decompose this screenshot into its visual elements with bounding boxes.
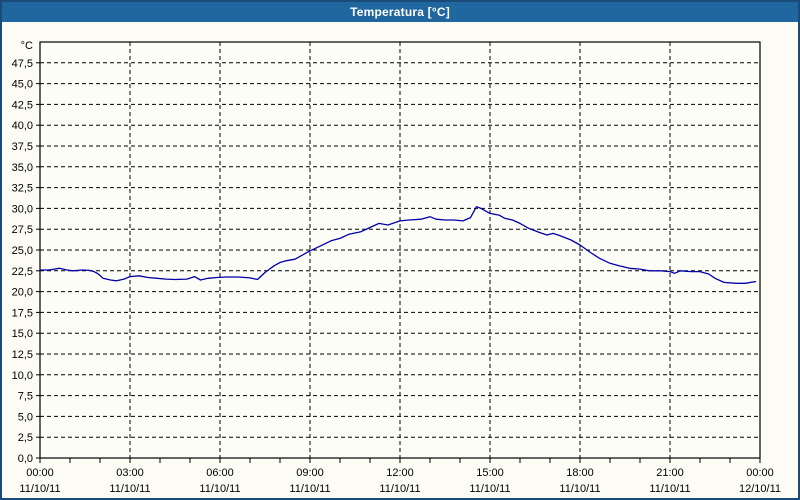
y-tick-label: 10,0 (12, 370, 33, 382)
y-tick-label: 22,5 (12, 266, 33, 278)
y-tick-label: 20,0 (12, 287, 33, 299)
y-axis-unit-label: °C (21, 40, 33, 52)
x-tick-date-label: 11/10/11 (109, 483, 150, 495)
x-tick-date-label: 11/10/11 (19, 483, 60, 495)
x-tick-date-label: 12/10/11 (739, 483, 781, 495)
y-tick-label: 35,0 (12, 162, 33, 174)
y-tick-label: 2,5 (18, 432, 33, 444)
y-tick-label: 32,5 (12, 183, 33, 195)
x-tick-date-label: 11/10/11 (199, 483, 240, 495)
y-tick-label: 15,0 (12, 328, 33, 340)
x-tick-time-label: 21:00 (656, 467, 684, 479)
x-tick-time-label: 06:00 (206, 467, 234, 479)
y-tick-label: 27,5 (12, 224, 33, 236)
y-tick-label: 30,0 (12, 203, 33, 215)
y-tick-label: 0,0 (18, 453, 33, 465)
x-tick-time-label: 00:00 (26, 467, 54, 479)
x-tick-time-label: 03:00 (116, 467, 144, 479)
plot-border (39, 41, 761, 459)
y-tick-label: 47,5 (12, 58, 33, 70)
y-tick-label: 42,5 (12, 99, 33, 111)
y-tick-label: 12,5 (12, 349, 33, 361)
window-title: Temperatura [°C] (350, 5, 450, 19)
y-tick-label: 37,5 (12, 141, 33, 153)
x-tick-date-label: 11/10/11 (469, 483, 510, 495)
y-tick-label: 7,5 (18, 391, 33, 403)
y-tick-label: 25,0 (12, 245, 33, 257)
y-tick-label: 40,0 (12, 120, 33, 132)
x-tick-time-label: 18:00 (566, 467, 594, 479)
x-tick-date-label: 11/10/11 (559, 483, 600, 495)
x-tick-date-label: 11/10/11 (379, 483, 420, 495)
x-tick-date-label: 11/10/11 (649, 483, 690, 495)
chart-container: 0,0 2,5 5,0 7,5 10,0 12,5 15,0 17,5 20,0 22,5 25,0… (2, 22, 798, 498)
x-tick-time-label: 12:00 (386, 467, 414, 479)
temperature-chart: 0,0 2,5 5,0 7,5 10,0 12,5 15,0 17,5 20,0 22,5 25,0… (12, 40, 781, 495)
y-tick-label: 17,5 (12, 307, 33, 319)
window-titlebar: Temperatura [°C] (2, 2, 798, 22)
x-tick-time-label: 15:00 (476, 467, 504, 479)
x-tick-date-label: 11/10/11 (289, 483, 330, 495)
x-tick-time-label: 09:00 (296, 467, 324, 479)
x-tick-time-label: 00:00 (746, 467, 774, 479)
y-tick-label: 5,0 (18, 411, 33, 423)
temperature-line (39, 206, 757, 284)
y-tick-label: 45,0 (12, 79, 33, 91)
